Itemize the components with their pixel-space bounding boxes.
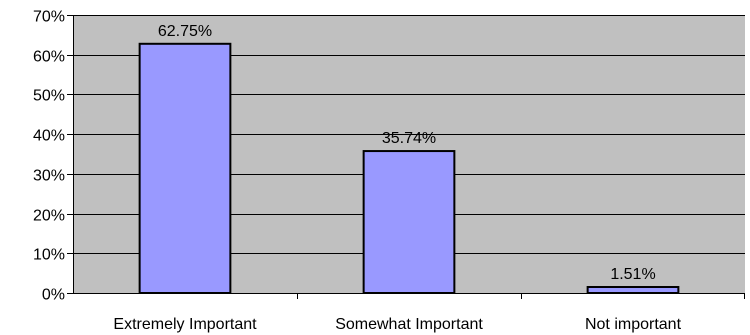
- y-tick-label: 30%: [33, 168, 65, 185]
- bars: [138, 42, 680, 295]
- y-tick-label: 60%: [33, 49, 65, 66]
- x-category-label: Extremely Important: [113, 316, 257, 333]
- y-tick-label: 70%: [33, 9, 65, 26]
- y-tick-label: 50%: [33, 88, 65, 105]
- x-category-label: Somewhat Important: [335, 316, 483, 333]
- y-tick-label: 10%: [33, 247, 65, 264]
- labels: 0% 10% 20% 30% 40% 50% 60% 70% Extremely Importa…: [33, 9, 682, 334]
- data-label: 1.51%: [610, 266, 655, 283]
- bar: [138, 42, 232, 294]
- axes: [67, 15, 745, 299]
- y-tick-label: 20%: [33, 208, 65, 225]
- bar: [362, 150, 456, 294]
- data-label: 62.75%: [158, 23, 212, 40]
- y-tick-label: 0%: [42, 287, 65, 304]
- data-label: 35.74%: [382, 130, 436, 147]
- bar: [586, 286, 680, 295]
- y-tick-label: 40%: [33, 128, 65, 145]
- x-category-label: Not important: [585, 316, 682, 333]
